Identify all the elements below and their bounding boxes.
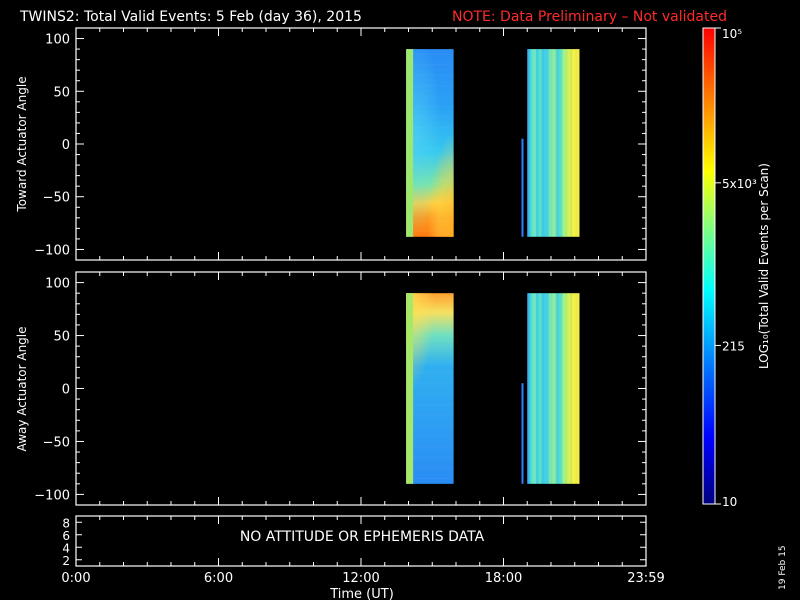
away-ylabel: Away Actuator Angle [15, 326, 29, 451]
y-tick-label: 0 [62, 383, 70, 398]
y-tick-label: −50 [43, 435, 70, 450]
y-tick-label: 50 [53, 85, 70, 100]
colorbar-tick-label: 5x10³ [722, 177, 757, 191]
away-block-1-edge [406, 293, 414, 484]
y-tick-label: 100 [45, 277, 70, 292]
away-block-2 [527, 293, 580, 484]
away-heatmap [406, 293, 580, 484]
away-block-1-glow [406, 293, 454, 484]
colorbar [702, 27, 716, 505]
y-tick-label: −50 [43, 191, 70, 206]
colorbar-tick-label: 10 [722, 495, 737, 509]
info-y-tick-label: 6 [62, 529, 70, 543]
info-y-tick-label: 2 [62, 554, 70, 568]
x-tick-label: 12:00 [342, 571, 379, 586]
preliminary-note: NOTE: Data Preliminary – Not validated [452, 9, 727, 25]
chart-title: TWINS2: Total Valid Events: 5 Feb (day 3… [19, 9, 362, 25]
x-tick-label: 6:00 [204, 571, 233, 586]
colorbar-tick-label: 215 [722, 339, 745, 353]
x-axis-label: Time (UT) [329, 587, 394, 600]
y-tick-label: −100 [34, 243, 70, 258]
toward-ylabel: Toward Actuator Angle [15, 76, 29, 212]
y-tick-label: 50 [53, 330, 70, 345]
x-tick-label: 0:00 [61, 571, 90, 586]
colorbar-ticks: 10 215 5x10³ 10⁵ [715, 27, 757, 509]
y-tick-label: −100 [34, 488, 70, 503]
colorbar-tick-label: 10⁵ [722, 27, 742, 41]
no-data-message: NO ATTITUDE OR EPHEMERIS DATA [240, 529, 485, 545]
toward-block-2 [527, 49, 580, 237]
colorbar-label: LOG₁₀(Total Valid Events per Scan) [757, 163, 771, 369]
date-stamp: 19 Feb 15 [778, 545, 788, 590]
info-y-tick-label: 8 [62, 516, 70, 530]
y-tick-label: 100 [45, 33, 70, 48]
y-tick-label: 0 [62, 138, 70, 153]
info-y-tick-label: 4 [62, 541, 70, 555]
toward-block-1-edge [406, 49, 414, 237]
toward-block-1-glow [406, 49, 454, 237]
toward-heatmap [406, 49, 580, 237]
x-tick-label: 18:00 [485, 571, 522, 586]
x-tick-label: 23:59 [627, 571, 664, 586]
